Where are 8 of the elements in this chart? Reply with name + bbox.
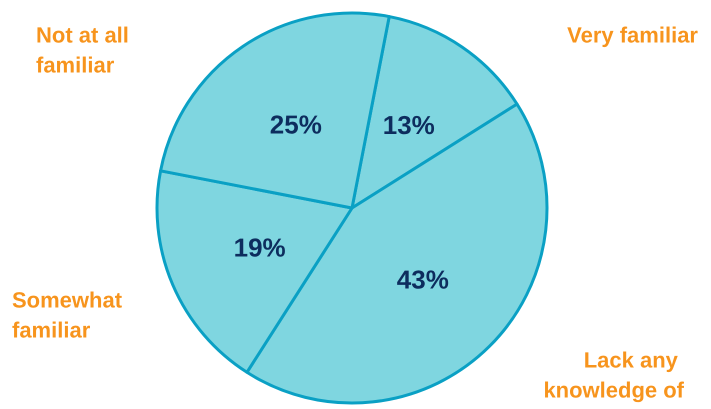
- slice-label: Very familiar: [567, 22, 698, 48]
- data-label: 19%: [234, 232, 286, 263]
- slice-label: Lack any knowledge of: [543, 348, 685, 402]
- data-label: 25%: [270, 110, 322, 140]
- slice-label: Somewhat familiar: [12, 288, 128, 342]
- data-label: 43%: [396, 264, 449, 294]
- data-label: 13%: [382, 110, 435, 140]
- slice-label: Not at all familiar: [36, 22, 136, 78]
